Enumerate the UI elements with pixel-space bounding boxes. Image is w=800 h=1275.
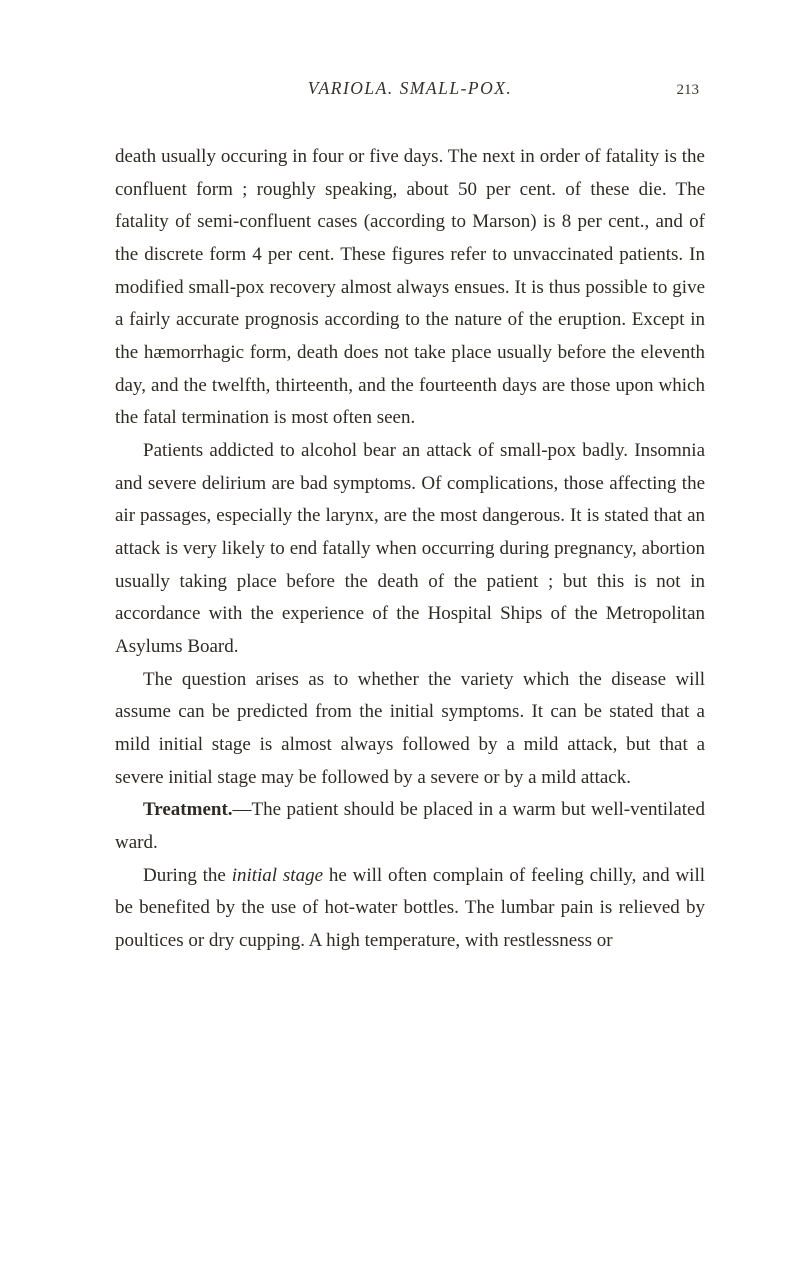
- initial-stage-italic: initial stage: [232, 865, 323, 886]
- page: VARIOLA. SMALL-POX. 213 death usually oc…: [0, 0, 800, 1275]
- paragraph-2: Patients addicted to alcohol bear an att…: [115, 435, 705, 664]
- running-title: VARIOLA. SMALL-POX.: [161, 78, 659, 99]
- page-number: 213: [659, 82, 699, 99]
- running-head: VARIOLA. SMALL-POX. 213: [115, 78, 705, 99]
- paragraph-4: Treatment.—The patient should be placed …: [115, 794, 705, 859]
- paragraph-3: The question arises as to whether the va…: [115, 664, 705, 795]
- paragraph-5-a: During the: [143, 865, 232, 886]
- body-text: death usually occuring in four or five d…: [115, 141, 705, 958]
- paragraph-1: death usually occuring in four or five d…: [115, 141, 705, 435]
- paragraph-5: During the initial stage he will often c…: [115, 860, 705, 958]
- treatment-heading: Treatment.: [143, 799, 233, 820]
